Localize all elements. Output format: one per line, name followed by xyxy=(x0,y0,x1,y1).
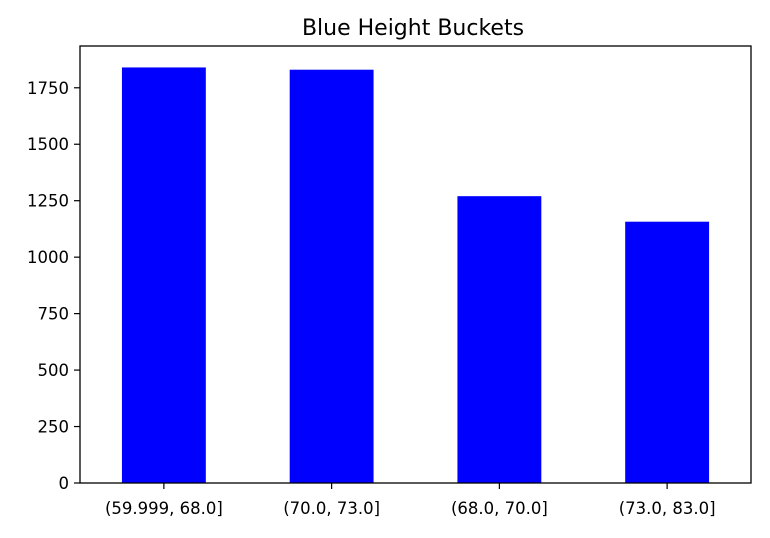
bars xyxy=(121,67,710,484)
y-tick-label-1: 250 xyxy=(38,418,70,437)
bar-3 xyxy=(625,221,710,483)
x-tick-label-2: (68.0, 70.0] xyxy=(451,499,548,518)
y-tick-label-4: 1000 xyxy=(27,248,69,267)
y-tick-label-7: 1750 xyxy=(27,79,69,98)
y-tick-label-0: 0 xyxy=(59,474,70,493)
bar-1 xyxy=(289,69,374,484)
y-tick-label-2: 500 xyxy=(38,361,70,380)
bar-0 xyxy=(121,67,206,483)
x-tick-label-3: (73.0, 83.0] xyxy=(619,499,716,518)
y-tick-label-3: 750 xyxy=(38,305,70,324)
x-tick-label-0: (59.999, 68.0] xyxy=(105,499,223,518)
y-axis: 0 250 500 750 1000 1250 1500 1750 xyxy=(27,79,80,493)
x-tick-label-1: (70.0, 73.0] xyxy=(283,499,380,518)
y-tick-label-5: 1250 xyxy=(27,192,69,211)
bar-2 xyxy=(457,196,542,483)
y-tick-label-6: 1500 xyxy=(27,135,69,154)
plot-area xyxy=(79,45,752,484)
x-axis: (59.999, 68.0] (70.0, 73.0] (68.0, 70.0] (7… xyxy=(105,483,716,518)
chart-title: Blue Height Buckets xyxy=(302,16,524,41)
